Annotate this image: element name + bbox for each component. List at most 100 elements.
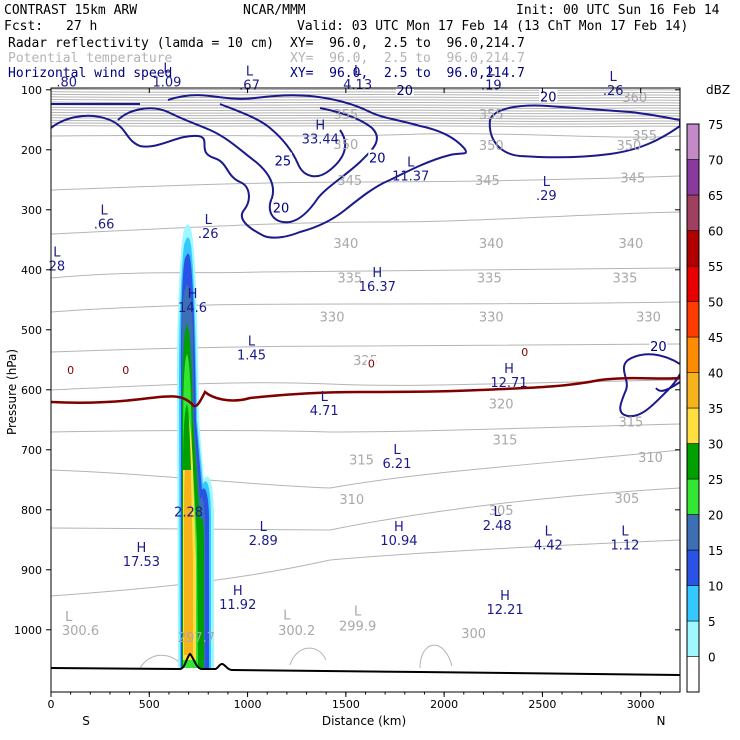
theta-band-line: [51, 124, 680, 128]
theta-label: 355: [479, 108, 504, 123]
theta-label: 305: [615, 492, 640, 507]
extremum-letter: L: [53, 246, 61, 261]
extremum-value: .26: [603, 84, 624, 99]
colorbar-unit: dBZ: [706, 83, 730, 97]
zero-isotherm-label: 0: [122, 364, 129, 377]
extremum-letter: H: [137, 541, 147, 556]
x-tick-label: 500: [139, 698, 160, 711]
extremum-value: 1.12: [610, 539, 639, 554]
theta-label: 315: [618, 416, 643, 431]
theta-label: 300.6: [62, 624, 99, 639]
x-tick-label: 0: [48, 698, 55, 711]
extremum-value: 4.13: [343, 78, 372, 93]
speed-label-bg: [539, 88, 558, 103]
theta-band-line: [51, 96, 680, 99]
isentrope-330: [51, 343, 680, 353]
colorbar-label: 30: [708, 438, 723, 452]
extremum-value: 2.48: [483, 519, 512, 534]
colorbar-swatch: [686, 159, 700, 196]
wind-speed-contour-25: [117, 107, 378, 224]
colorbar-label: 50: [708, 296, 723, 310]
speed-label: 25: [275, 155, 292, 170]
terrain-surface: [51, 652, 680, 676]
field-3-name: Horizontal wind speed: [8, 66, 173, 81]
colorbar-label: 35: [708, 402, 723, 416]
extremum-value: 2.89: [249, 534, 278, 549]
theta-label: 330: [320, 311, 345, 326]
colorbar-swatch: [686, 585, 700, 622]
colorbar-label: 40: [708, 367, 723, 381]
colorbar-swatch: [686, 194, 700, 231]
speed-label: 20: [273, 201, 290, 216]
isentrope-335: [51, 301, 680, 313]
x-tick-label: 2500: [528, 698, 556, 711]
theta-label: 330: [636, 311, 661, 326]
colorbar-swatch: [686, 265, 700, 302]
extremum-value: 16.37: [359, 280, 396, 295]
forecast-label: Fcst:: [4, 19, 44, 34]
x-axis-title: Distance (km): [322, 714, 406, 728]
extremum-value: 10.94: [380, 534, 417, 549]
speed-label: 20: [397, 84, 414, 99]
y-tick-label: 700: [21, 444, 42, 457]
plot-content: [51, 88, 680, 676]
theta-band-line: [51, 119, 680, 122]
theta-label: 310: [339, 493, 364, 508]
speed-labels: 20 20 20 25 20 20: [271, 81, 668, 355]
theta-label: 315: [349, 453, 374, 468]
colorbar-label: 65: [708, 189, 723, 203]
theta-band: [51, 88, 680, 128]
extremum-letter: L: [321, 390, 329, 405]
isentrope-345: [51, 211, 680, 235]
extremum-letter: L: [621, 525, 629, 540]
extremum-letter: L: [393, 443, 401, 458]
theta-label: 355: [333, 108, 358, 123]
extremum-letter: L: [163, 61, 171, 76]
theta-label: 310: [638, 451, 663, 466]
x-tick-label: 2000: [430, 698, 458, 711]
y-tick-label: 300: [21, 204, 42, 217]
reflectivity-45dbz: [184, 436, 193, 655]
colorbar-frame: [686, 123, 700, 693]
isentrope-340: [51, 267, 680, 279]
y-tick-label: 900: [21, 564, 42, 577]
isentropes: [51, 133, 680, 669]
init-time: Init: 00 UTC Sun 16 Feb 14: [516, 3, 720, 18]
y-tick-label: 800: [21, 504, 42, 517]
theta-band-line: [51, 88, 680, 91]
theta-label: 350: [333, 138, 358, 153]
colorbar-swatch: [686, 620, 700, 657]
extremum-value: .29: [536, 189, 557, 204]
extremum-letter: H: [394, 520, 404, 535]
extremum-letter: L: [205, 213, 213, 228]
isentrope-315: [51, 449, 680, 489]
isentrope-355: [51, 133, 680, 138]
colorbar-swatch: [686, 336, 700, 373]
speed-label: 20: [650, 340, 667, 355]
zero-isotherm-label: 0: [67, 364, 74, 377]
extremum-value: 6.21: [382, 457, 411, 472]
colorbar-swatch: [686, 372, 700, 409]
colorbar-label: 25: [708, 473, 723, 487]
colorbar-swatch: [686, 230, 700, 267]
theta-label: 335: [337, 272, 362, 287]
extremum-letter: H: [233, 584, 243, 599]
extremum-letter: L: [407, 156, 415, 171]
y-tick-label: 400: [21, 264, 42, 277]
x-axis-south-label: S: [82, 714, 90, 728]
extremum-value: 4.42: [534, 539, 563, 554]
x-tick-label: 1500: [332, 698, 360, 711]
extremum-letter: L: [545, 525, 553, 540]
zero-isotherm: [51, 376, 680, 408]
colorbar-swatch: [686, 478, 700, 515]
speed-label: 20: [369, 152, 386, 167]
theta-band-line: [51, 117, 680, 120]
forecast-hours: 27 h: [66, 19, 98, 34]
theta-label: 345: [337, 174, 362, 189]
theta-band-line: [51, 111, 680, 115]
field-2-name: Potential temperature: [8, 51, 173, 66]
field-2-xy: XY= 96.0, 2.5 to 96.0,214.7: [290, 51, 525, 66]
extremum-letter: H: [372, 266, 382, 281]
colorbar-swatch: [686, 123, 700, 160]
